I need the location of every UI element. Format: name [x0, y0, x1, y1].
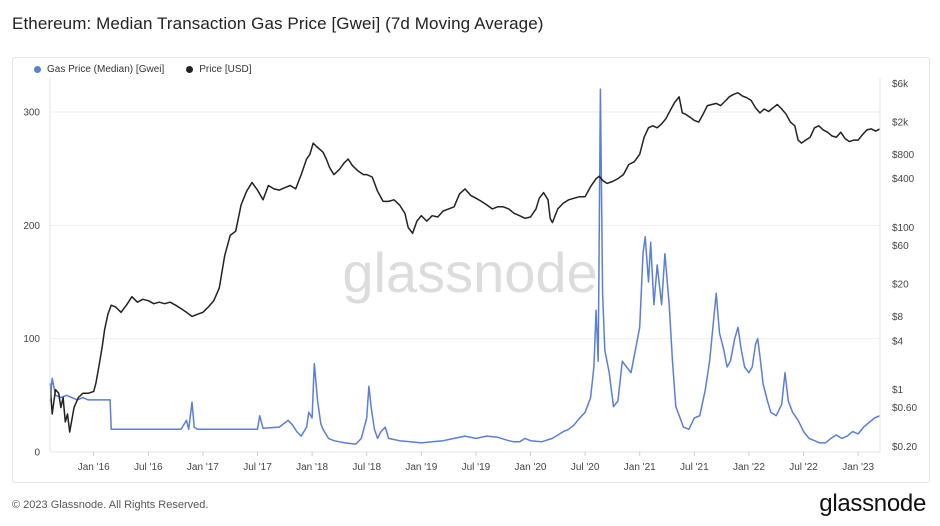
y-right-tick-label: $4 — [892, 336, 904, 347]
x-tick-label: Jan '16 — [78, 462, 110, 473]
chart-panel — [12, 57, 930, 483]
x-tick-label: Jul '21 — [680, 462, 709, 473]
y-left-tick-label: 300 — [23, 108, 40, 119]
y-right-tick-label: $0.60 — [892, 403, 917, 414]
x-tick-label: Jul '20 — [571, 462, 600, 473]
gas-series-group — [49, 88, 881, 445]
x-tick-label: Jul '22 — [789, 462, 818, 473]
chart-legend: Gas Price (Median) [Gwei] Price [USD] — [34, 64, 252, 75]
x-tick-label: Jul '17 — [243, 462, 272, 473]
x-tick-label: Jan '21 — [624, 462, 656, 473]
y-left-tick-label: 200 — [23, 221, 40, 232]
page-title: Ethereum: Median Transaction Gas Price [… — [12, 14, 544, 33]
price-series-group — [49, 92, 881, 433]
y-left-tick-label: 100 — [23, 334, 40, 345]
x-tick-label: Jan '18 — [296, 462, 328, 473]
legend-dot-price-icon — [186, 66, 194, 73]
x-tick-label: Jul '16 — [134, 462, 163, 473]
x-tick-label: Jul '19 — [462, 462, 491, 473]
x-tick-label: Jan '20 — [515, 462, 547, 473]
y-right-tick-label: $2k — [892, 118, 909, 129]
y-right-tick-label: $100 — [892, 223, 915, 234]
legend-label-price: Price [USD] — [199, 64, 252, 75]
y-left-tick-label: 0 — [34, 448, 40, 459]
price-usd-line — [49, 92, 881, 433]
y-right-tick-label: $60 — [892, 241, 909, 252]
copyright-text: © 2023 Glassnode. All Rights Reserved. — [12, 499, 209, 511]
legend-label-gas: Gas Price (Median) [Gwei] — [47, 64, 165, 75]
x-tick-label: Jul '18 — [352, 462, 381, 473]
x-tick-label: Jan '22 — [733, 462, 765, 473]
watermark-text: glassnode — [342, 241, 597, 304]
gas-price-line — [49, 88, 881, 445]
x-tick-label: Jan '23 — [842, 462, 874, 473]
y-right-tick-label: $0.20 — [892, 442, 917, 453]
y-right-tick-label: $1 — [892, 385, 904, 396]
axes: 0 100 200 300 $0.20 $0.60 $1 $4 $8 $20 $60 $100 $400… — [23, 78, 917, 473]
legend-item-gas[interactable]: Gas Price (Median) [Gwei] — [34, 64, 164, 75]
legend-dot-gas-icon — [34, 66, 41, 73]
y-right-tick-label: $6k — [892, 79, 909, 90]
x-tick-label: Jan '17 — [187, 462, 219, 473]
y-right-tick-label: $8 — [892, 312, 904, 323]
y-right-tick-label: $400 — [892, 174, 915, 185]
y-right-tick-label: $800 — [892, 150, 915, 161]
y-right-tick-label: $20 — [892, 280, 909, 291]
brand-logo[interactable]: glassnode — [819, 490, 926, 517]
legend-item-price[interactable]: Price [USD] — [186, 64, 252, 75]
x-tick-label: Jan '19 — [405, 462, 437, 473]
